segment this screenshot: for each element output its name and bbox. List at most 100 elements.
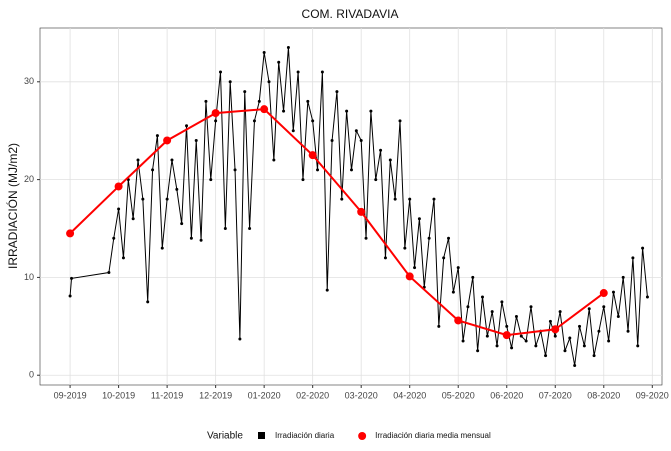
data-point: [214, 119, 218, 123]
data-point: [480, 295, 484, 299]
y-axis-label: IRRADIACIÓN (MJ/m2): [5, 143, 20, 269]
data-point: [243, 90, 247, 94]
data-point: [349, 168, 353, 172]
data-point: [354, 129, 358, 133]
data-point: [393, 197, 397, 201]
y-tick-label: 10: [24, 272, 34, 282]
legend-label: Irradiación diaria media mensual: [375, 431, 491, 440]
x-tick-label: 02-2020: [296, 390, 329, 400]
data-point: [209, 178, 213, 182]
data-point: [204, 99, 208, 103]
x-tick-label: 04-2020: [393, 390, 426, 400]
data-point: [466, 305, 470, 309]
data-point: [163, 136, 172, 145]
data-point: [180, 222, 184, 226]
data-point: [262, 50, 266, 54]
data-point: [568, 336, 572, 340]
data-point: [330, 138, 334, 142]
data-point: [359, 138, 363, 142]
legend-title: Variable: [207, 431, 243, 442]
data-point: [631, 256, 635, 260]
data-point: [553, 334, 557, 338]
data-point: [296, 70, 300, 74]
data-point: [316, 168, 320, 172]
data-point: [260, 105, 269, 114]
data-point: [432, 197, 436, 201]
legend-swatch: [358, 432, 367, 440]
data-point: [211, 109, 220, 118]
data-point: [114, 182, 123, 191]
data-point: [408, 197, 412, 201]
data-point: [70, 276, 74, 280]
data-point: [311, 119, 315, 123]
data-point: [374, 178, 378, 182]
data-point: [417, 217, 421, 221]
series-line: [69, 108, 605, 337]
data-point: [582, 344, 586, 348]
data-point: [357, 207, 366, 216]
data-point: [500, 300, 504, 304]
data-point: [502, 331, 511, 340]
data-point: [413, 266, 417, 270]
data-point: [364, 236, 368, 240]
x-tick-label: 05-2020: [442, 390, 475, 400]
data-point: [272, 158, 276, 162]
data-point: [573, 363, 577, 367]
data-point: [485, 334, 489, 338]
data-point: [645, 295, 649, 299]
data-point: [146, 300, 150, 304]
data-point: [160, 246, 164, 250]
data-point: [345, 109, 349, 113]
data-point: [248, 227, 252, 231]
data-point: [456, 266, 460, 270]
legend-label: Irradiación diaria: [275, 431, 335, 440]
data-point: [563, 349, 567, 353]
data-point: [544, 354, 548, 358]
x-tick-label: 12-2019: [199, 390, 232, 400]
data-point: [267, 80, 271, 84]
data-point: [165, 197, 169, 201]
data-point: [398, 119, 402, 123]
data-point: [388, 158, 392, 162]
x-tick-label: 07-2020: [539, 390, 572, 400]
data-point: [607, 339, 611, 343]
data-point: [510, 346, 514, 350]
data-point: [131, 217, 135, 221]
data-point: [405, 272, 414, 281]
data-point: [199, 238, 203, 242]
data-point: [155, 134, 159, 138]
data-point: [534, 344, 538, 348]
x-tick-label: 09-2019: [54, 390, 87, 400]
data-point: [495, 344, 499, 348]
data-point: [437, 324, 441, 328]
y-tick-label: 20: [24, 174, 34, 184]
data-point: [308, 151, 317, 160]
data-point: [223, 227, 227, 231]
data-point: [621, 275, 625, 279]
data-point: [170, 158, 174, 162]
data-point: [524, 339, 528, 343]
x-tick-label: 01-2020: [248, 390, 281, 400]
x-tick-label: 08-2020: [587, 390, 620, 400]
data-point: [636, 344, 640, 348]
data-point: [451, 290, 455, 294]
chart-title: COM. RIVADAVIA: [302, 7, 399, 21]
x-tick-label: 11-2019: [151, 390, 183, 400]
data-point: [476, 349, 480, 353]
data-point: [558, 310, 562, 314]
data-point: [602, 305, 606, 309]
data-point: [335, 90, 339, 94]
data-point: [151, 168, 155, 172]
data-point: [68, 294, 72, 298]
data-point: [277, 60, 281, 64]
data-point: [587, 307, 591, 311]
data-point: [194, 138, 198, 142]
x-tick-label: 03-2020: [345, 390, 378, 400]
data-point: [185, 124, 189, 128]
data-point: [141, 197, 145, 201]
y-tick-label: 0: [29, 370, 34, 380]
data-point: [519, 334, 523, 338]
data-point: [616, 315, 620, 319]
data-point: [286, 46, 290, 50]
data-point: [403, 246, 407, 250]
